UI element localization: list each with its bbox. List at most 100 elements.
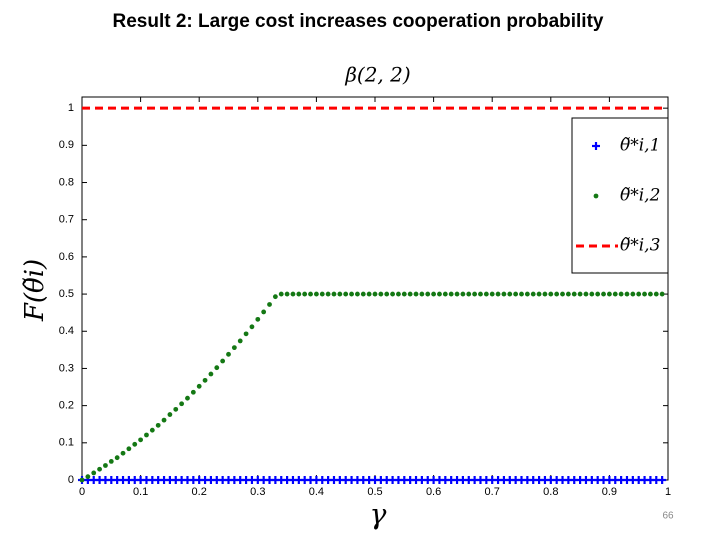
dot-marker bbox=[554, 291, 560, 297]
dot-marker bbox=[536, 291, 542, 297]
dot-marker bbox=[636, 291, 642, 297]
y-tick-label: 0.8 bbox=[59, 176, 74, 188]
dot-marker bbox=[454, 291, 460, 297]
dot-marker bbox=[396, 291, 401, 297]
dot-marker bbox=[472, 291, 478, 297]
y-tick-label: 1 bbox=[68, 102, 74, 114]
dot-marker bbox=[612, 291, 618, 297]
dot-marker bbox=[419, 291, 425, 297]
dot-marker bbox=[390, 291, 395, 297]
dot-marker bbox=[366, 291, 372, 297]
dot-marker bbox=[237, 338, 243, 344]
dot-marker bbox=[185, 395, 190, 401]
dot-marker bbox=[618, 291, 624, 297]
x-tick-label: 1 bbox=[665, 486, 671, 498]
dot-marker bbox=[431, 291, 436, 297]
dot-marker bbox=[161, 417, 167, 423]
y-tick-label: 0 bbox=[68, 474, 74, 486]
x-tick-label: 0.1 bbox=[133, 486, 148, 498]
dot-marker bbox=[413, 291, 419, 297]
dot-marker bbox=[560, 291, 565, 297]
dot-marker bbox=[79, 477, 85, 483]
dot-marker bbox=[337, 291, 343, 297]
y-tick-label: 0.4 bbox=[59, 325, 74, 337]
dot-marker bbox=[624, 291, 630, 297]
dot-marker bbox=[208, 371, 214, 377]
dot-marker bbox=[583, 291, 589, 297]
plus-marker bbox=[658, 476, 667, 484]
dot-marker bbox=[126, 446, 132, 452]
dot-marker bbox=[483, 291, 489, 297]
dot-marker bbox=[478, 291, 483, 297]
dot-marker bbox=[507, 291, 513, 297]
x-tick-label: 0 bbox=[79, 486, 85, 498]
dot-marker bbox=[226, 351, 231, 357]
dot-marker bbox=[155, 422, 161, 428]
dot-marker bbox=[255, 316, 261, 322]
dot-marker bbox=[261, 309, 267, 315]
dot-marker bbox=[138, 437, 144, 443]
dot-marker bbox=[548, 291, 554, 297]
dot-marker bbox=[290, 291, 296, 297]
dot-marker bbox=[519, 291, 524, 297]
dot-marker bbox=[120, 450, 126, 456]
dot-marker bbox=[343, 291, 349, 297]
dot-marker bbox=[132, 441, 138, 447]
dot-marker bbox=[278, 291, 284, 297]
chart-title: β(2, 2) bbox=[344, 63, 410, 87]
dot-marker bbox=[378, 291, 384, 297]
dot-marker bbox=[349, 291, 354, 297]
dot-marker bbox=[530, 291, 536, 297]
dot-marker bbox=[542, 291, 548, 297]
plus-marker bbox=[592, 142, 600, 150]
x-tick-label: 0.8 bbox=[543, 486, 558, 498]
legend-dot bbox=[593, 193, 599, 199]
dot-marker bbox=[577, 291, 583, 297]
dot-marker bbox=[659, 291, 665, 297]
dot-marker bbox=[513, 291, 519, 297]
legend-box bbox=[571, 117, 669, 274]
dot-marker bbox=[589, 291, 595, 297]
legend-label: θ̃*i,3 bbox=[620, 236, 660, 256]
dot-marker bbox=[401, 291, 407, 297]
dot-marker bbox=[220, 358, 226, 364]
dot-marker bbox=[425, 291, 431, 297]
y-tick-label: 0.6 bbox=[59, 251, 74, 263]
dot-marker bbox=[437, 291, 442, 297]
dot-marker bbox=[384, 291, 390, 297]
legend-label: θ̃*i,1 bbox=[620, 136, 660, 156]
y-tick-label: 0.7 bbox=[59, 214, 74, 226]
dot-marker bbox=[97, 466, 102, 472]
dot-marker bbox=[407, 291, 413, 297]
dot-marker bbox=[167, 412, 173, 417]
dot-marker bbox=[524, 291, 530, 297]
dot-marker bbox=[85, 474, 91, 480]
dot-marker bbox=[179, 401, 185, 407]
x-tick-label: 0.5 bbox=[367, 486, 382, 498]
x-tick-label: 0.4 bbox=[309, 486, 324, 498]
dot-marker bbox=[284, 291, 290, 297]
dot-marker bbox=[319, 291, 325, 297]
dot-marker bbox=[202, 377, 208, 383]
dot-marker bbox=[489, 291, 495, 297]
dot-marker bbox=[466, 291, 472, 297]
dot-marker bbox=[571, 291, 577, 297]
dot-marker bbox=[607, 291, 612, 297]
dot-marker bbox=[630, 291, 636, 297]
y-tick-label: 0.9 bbox=[59, 139, 74, 151]
x-tick-label: 0.7 bbox=[485, 486, 500, 498]
dot-marker bbox=[243, 331, 249, 337]
dot-marker bbox=[249, 324, 255, 330]
dot-marker bbox=[173, 406, 179, 412]
dot-marker bbox=[103, 463, 108, 468]
dot-marker bbox=[325, 291, 331, 297]
page-number: 66 bbox=[662, 511, 674, 522]
dot-marker bbox=[196, 383, 202, 389]
y-tick-label: 0.2 bbox=[59, 400, 74, 412]
dot-marker bbox=[355, 291, 360, 297]
dot-marker bbox=[91, 470, 97, 476]
x-tick-label: 0.9 bbox=[602, 486, 617, 498]
y-tick-label: 0.1 bbox=[59, 437, 74, 449]
dot-marker bbox=[314, 291, 319, 297]
